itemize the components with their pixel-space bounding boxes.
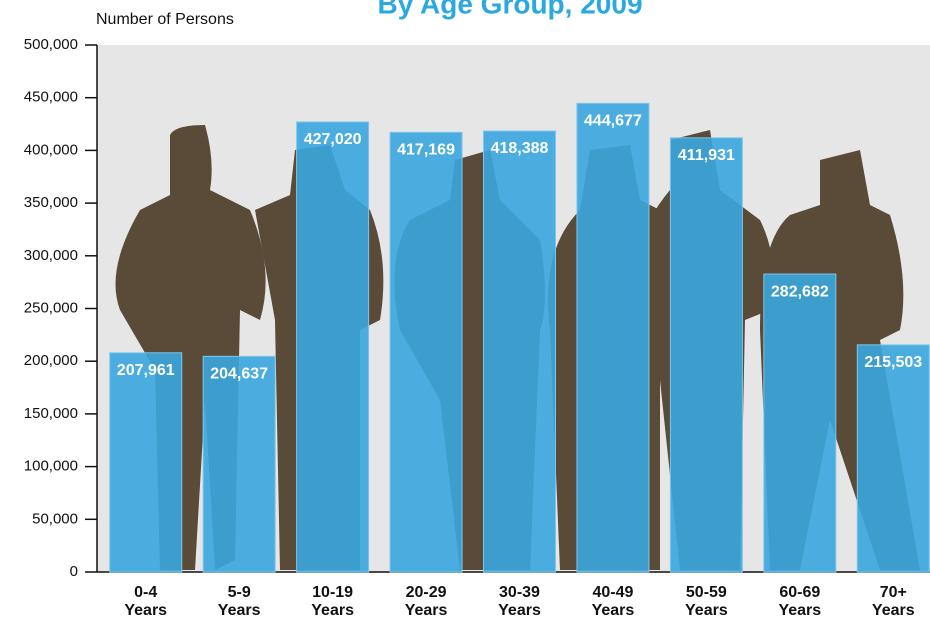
x-tick-label: 60-69 Years (755, 584, 845, 620)
y-tick-label: 300,000 (24, 247, 78, 264)
value-label: 417,169 (397, 142, 455, 159)
y-tick-label: 500,000 (24, 36, 78, 53)
value-label: 418,388 (491, 140, 549, 157)
x-tick-label: 40-49 Years (568, 584, 658, 620)
chart-title: By Age Group, 2009 (377, 0, 642, 19)
value-label: 215,503 (864, 354, 922, 371)
bar (764, 274, 836, 572)
value-label: 411,931 (678, 147, 735, 164)
bar (203, 356, 275, 572)
y-tick-label: 100,000 (24, 458, 78, 475)
x-tick-label: 0-4 Years (101, 584, 191, 620)
bar (110, 353, 182, 572)
bar (297, 122, 369, 572)
y-axis-label: Number of Persons (96, 11, 234, 28)
value-label: 444,677 (584, 113, 642, 130)
x-tick-label: 5-9 Years (194, 584, 284, 620)
bar (577, 103, 649, 572)
value-label: 427,020 (304, 131, 362, 148)
x-tick-label: 10-19 Years (288, 584, 378, 620)
y-tick-label: 400,000 (24, 141, 78, 158)
bar (390, 132, 462, 572)
y-tick-label: 50,000 (32, 510, 78, 527)
bar (484, 131, 556, 572)
chart: By Age Group, 2009 Number of Persons 0 50… (0, 0, 930, 623)
value-label: 282,682 (771, 283, 829, 300)
y-tick-label: 150,000 (24, 405, 78, 422)
y-tick-label: 350,000 (24, 194, 78, 211)
x-tick-label: 50-59 Years (661, 584, 751, 620)
value-label: 204,637 (210, 366, 268, 383)
page: By Age Group, 2009 Number of Persons 0 50… (0, 0, 930, 623)
x-tick-label: 30-39 Years (475, 584, 565, 620)
bar (670, 138, 742, 572)
y-tick-label: 250,000 (24, 299, 78, 316)
bar (857, 345, 929, 572)
x-tick-label: 70+ Years (848, 584, 930, 620)
value-label: 207,961 (117, 362, 175, 379)
y-tick-label: 450,000 (24, 89, 78, 106)
y-tick-label: 0 (70, 563, 78, 580)
y-tick-label: 200,000 (24, 352, 78, 369)
x-tick-label: 20-29 Years (381, 584, 471, 620)
